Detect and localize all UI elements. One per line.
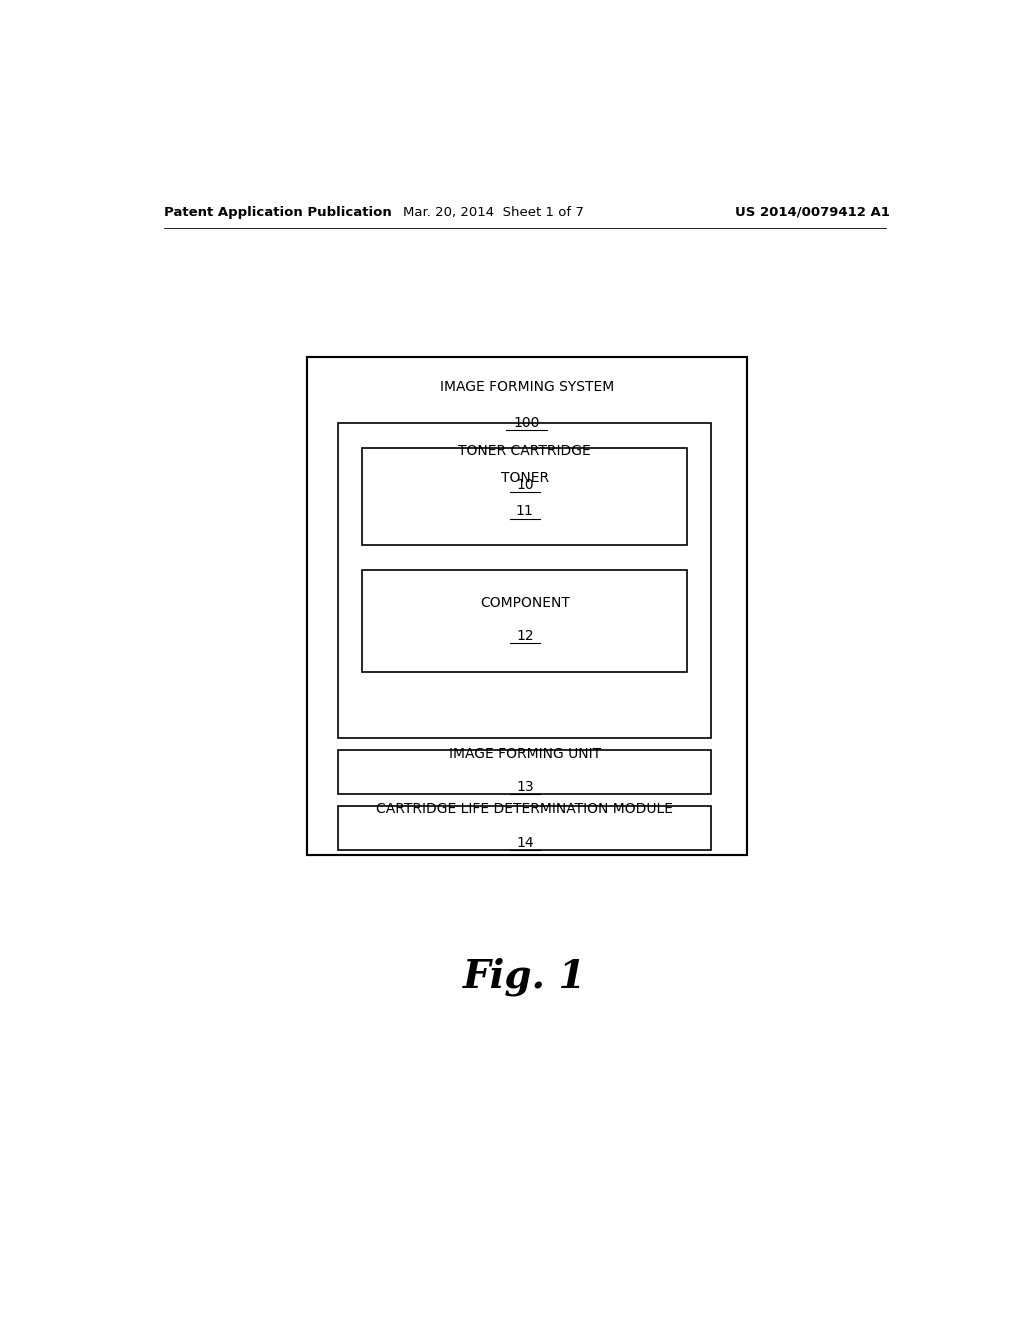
- Bar: [338, 805, 712, 850]
- Bar: [338, 750, 712, 793]
- Text: 11: 11: [516, 504, 534, 519]
- Bar: [306, 356, 748, 854]
- Text: US 2014/0079412 A1: US 2014/0079412 A1: [735, 206, 890, 219]
- Text: Fig. 1: Fig. 1: [463, 957, 587, 995]
- Text: IMAGE FORMING UNIT: IMAGE FORMING UNIT: [449, 747, 601, 760]
- Bar: [362, 447, 687, 545]
- Text: Patent Application Publication: Patent Application Publication: [164, 206, 391, 219]
- Text: 100: 100: [514, 416, 540, 429]
- Bar: [338, 422, 712, 738]
- Text: Mar. 20, 2014  Sheet 1 of 7: Mar. 20, 2014 Sheet 1 of 7: [402, 206, 584, 219]
- Text: 12: 12: [516, 630, 534, 643]
- Text: TONER CARTRIDGE: TONER CARTRIDGE: [459, 444, 591, 458]
- Text: 14: 14: [516, 836, 534, 850]
- Text: 13: 13: [516, 780, 534, 793]
- Bar: [362, 570, 687, 672]
- Text: IMAGE FORMING SYSTEM: IMAGE FORMING SYSTEM: [439, 380, 614, 395]
- Text: COMPONENT: COMPONENT: [480, 595, 569, 610]
- Text: 10: 10: [516, 478, 534, 491]
- Text: TONER: TONER: [501, 471, 549, 484]
- Text: CARTRIDGE LIFE DETERMINATION MODULE: CARTRIDGE LIFE DETERMINATION MODULE: [376, 803, 674, 816]
